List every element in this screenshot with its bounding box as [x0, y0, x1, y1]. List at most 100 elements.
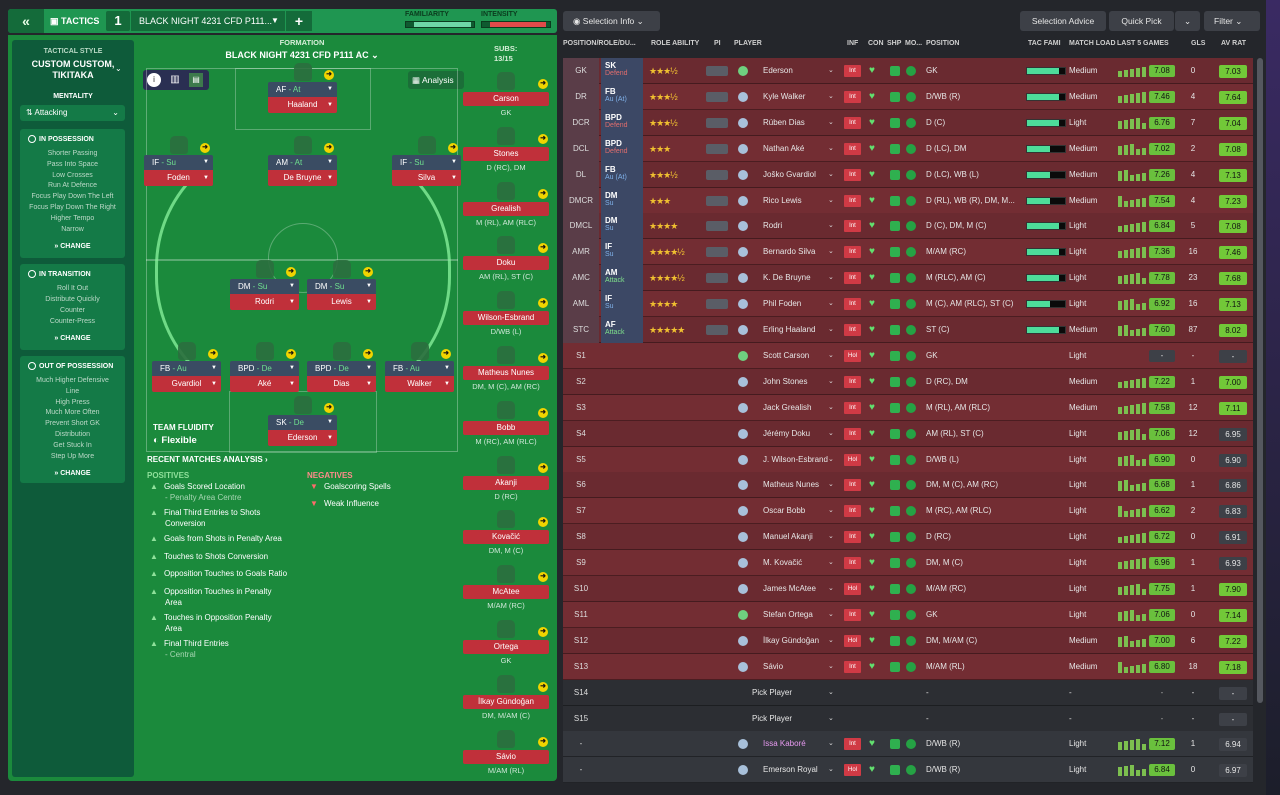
player-name[interactable]: James McAtee	[763, 584, 816, 593]
column-header[interactable]: TAC FAMI	[1028, 40, 1061, 47]
player-name[interactable]: Jack Grealish	[763, 402, 812, 412]
player-name[interactable]: M. Kovačić	[763, 558, 803, 568]
chevron-down-icon[interactable]: ⌄	[828, 248, 834, 256]
familiarity-bar[interactable]	[405, 21, 475, 28]
mentality-select[interactable]: ⇅ Attacking ⌄	[20, 105, 125, 121]
player-name[interactable]: J. Wilson-Esbrand	[763, 454, 828, 464]
arrow-icon[interactable]: ➜	[208, 349, 218, 359]
player-name[interactable]: Aké ▼	[230, 376, 299, 392]
info-badge[interactable]: Int	[844, 272, 861, 285]
info-badge[interactable]: Hol	[844, 583, 861, 595]
arrow-icon[interactable]: ➜	[448, 143, 458, 153]
table-row[interactable]: DR FB Au (At) ★★★½ Kyle Walker ⌄ Int ♥ 7.46 D/WB …	[563, 83, 1253, 110]
info-badge[interactable]: Int	[844, 375, 861, 388]
arrow-icon[interactable]: ➜	[538, 736, 548, 747]
chevron-down-icon[interactable]: ⌄	[828, 481, 834, 489]
sub-player-name[interactable]: İlkay Gündoğan	[463, 694, 549, 709]
selection-advice-button[interactable]: Selection Advice	[1020, 11, 1106, 31]
arrow-icon[interactable]: ➜	[538, 188, 548, 199]
column-header[interactable]: PI	[714, 40, 721, 47]
table-row[interactable]: S2 John Stones ⌄ Int ♥ 7.22 D (RC), DM Medium 1 7…	[563, 368, 1253, 395]
role-box[interactable]: AM Attack	[601, 265, 643, 292]
info-badge[interactable]: Int	[844, 116, 861, 129]
table-row[interactable]: S13 Sávio ⌄ Int ♥ 6.80 M/AM (RL) Medium 18 7.18	[563, 653, 1253, 680]
role-box[interactable]: DM Su	[601, 187, 643, 214]
arrow-icon[interactable]: ➜	[538, 572, 548, 583]
chevron-down-icon[interactable]: ⌄	[828, 455, 834, 463]
team-fluidity-value[interactable]: ◐ Flexible	[153, 435, 197, 446]
table-row[interactable]: S5 J. Wilson-Esbrand ⌄ Hol ♥ 6.90 D/WB (L) Ligh…	[563, 446, 1253, 473]
chevron-down-icon[interactable]: ⌄	[828, 274, 834, 282]
table-row[interactable]: S10 James McAtee ⌄ Hol ♥ 7.75 M/AM (RC) Light 1 7…	[563, 576, 1253, 602]
player-tag[interactable]: SK - De ▼ Ederson ▼	[268, 415, 337, 446]
selection-info-select[interactable]: ◉ Selection Info ⌄	[563, 11, 660, 31]
table-row[interactable]: S15 Pick Player ⌄ - - - - -	[563, 705, 1253, 732]
info-badge[interactable]: Int	[844, 168, 861, 181]
role-box[interactable]: BPD Defend	[601, 109, 643, 136]
table-row[interactable]: DCL BPD Defend ★★★ Nathan Aké ⌄ Int ♥ 7.02 D (LC)…	[563, 135, 1253, 162]
player-name[interactable]: Emerson Royal	[763, 765, 818, 775]
arrow-icon[interactable]: ➜	[324, 403, 334, 413]
info-badge[interactable]: Hol	[844, 349, 861, 362]
column-header[interactable]: ROLE ABILITY	[651, 40, 700, 47]
player-instructions-icon[interactable]	[706, 117, 728, 128]
arrow-icon[interactable]: ➜	[538, 407, 548, 418]
arrow-icon[interactable]: ➜	[538, 627, 548, 637]
chevron-down-icon[interactable]: ⌄	[828, 196, 834, 204]
info-badge[interactable]: Int	[844, 65, 861, 77]
chevron-down-icon[interactable]: ⌄	[828, 326, 834, 333]
player-instructions-icon[interactable]	[706, 247, 728, 258]
info-badge[interactable]: Int	[844, 505, 861, 518]
info-badge[interactable]: Int	[844, 246, 861, 259]
player-name[interactable]: Gvardiol ▼	[152, 376, 221, 392]
chevron-down-icon[interactable]: ⌄	[828, 507, 834, 515]
table-row[interactable]: S3 Jack Grealish ⌄ Int ♥ 7.58 M (RL), AM (RLC)…	[563, 394, 1253, 421]
player-name[interactable]: Dias ▼	[307, 376, 376, 392]
player-name[interactable]: Oscar Bobb	[763, 506, 806, 516]
player-tag[interactable]: IF - Su ▼ Foden ▼	[144, 155, 213, 186]
sub-player-name[interactable]: Akanji	[463, 475, 549, 490]
player-name[interactable]: John Stones	[763, 376, 808, 386]
info-badge[interactable]: Int	[844, 660, 861, 673]
player-name[interactable]: İlkay Gündoğan	[763, 635, 820, 645]
info-badge[interactable]: Int	[844, 557, 861, 570]
arrow-icon[interactable]: ➜	[538, 133, 548, 144]
player-tag[interactable]: DM - Su ▼ Rodri ▼	[230, 279, 299, 310]
player-name[interactable]: Kyle Walker	[763, 91, 806, 101]
table-row[interactable]: STC AF Attack ★★★★★ Erling Haaland ⌄ Int ♥ 7.60 S…	[563, 317, 1253, 343]
chevron-down-icon[interactable]: ⌄	[828, 714, 834, 722]
chevron-down-icon[interactable]: ⌄	[828, 144, 834, 152]
back-button[interactable]: «	[8, 9, 44, 33]
column-header[interactable]: POSITION/ROLE/DU...	[563, 40, 636, 47]
role-box[interactable]: FB Au (At)	[601, 161, 643, 188]
sub-player-name[interactable]: Grealish	[463, 201, 549, 216]
player-tag[interactable]: FB - Au ▼ Gvardiol ▼	[152, 361, 221, 392]
column-header[interactable]: MATCH LOAD	[1069, 40, 1116, 47]
column-header[interactable]: SHP	[887, 40, 902, 47]
table-row[interactable]: - Issa Kaboré ⌄ Int ♥ 7.12 D/WB (R) Light 1 6.94	[563, 731, 1253, 758]
arrow-icon[interactable]: ➜	[538, 79, 548, 89]
player-name[interactable]: Walker ▼	[385, 376, 454, 392]
info-badge[interactable]: Int	[844, 298, 861, 311]
player-name[interactable]: K. De Bruyne	[763, 273, 811, 283]
player-name[interactable]: Rodri ▼	[230, 294, 299, 310]
role-box[interactable]: IF Su	[601, 239, 643, 266]
info-badge[interactable]: Int	[844, 608, 861, 621]
player-name[interactable]: Scott Carson	[763, 350, 810, 360]
chevron-down-icon[interactable]: ⌄	[828, 585, 834, 592]
tactical-style-name-2[interactable]: TIKITAKA	[52, 70, 94, 80]
role-duty[interactable]: IF - Su ▼	[392, 155, 461, 170]
player-instructions-icon[interactable]	[706, 299, 728, 310]
sub-player-name[interactable]: Ortega	[463, 640, 549, 654]
info-badge[interactable]: Int	[844, 194, 861, 207]
info-badge[interactable]: Int	[844, 531, 861, 544]
chevron-down-icon[interactable]: ⌄	[828, 403, 834, 411]
player-instructions-icon[interactable]	[706, 91, 728, 102]
sub-player-name[interactable]: Stones	[463, 146, 549, 161]
role-duty[interactable]: BPD - De ▼	[230, 361, 299, 376]
info-badge[interactable]: Hol	[844, 453, 861, 466]
analysis-button[interactable]: ▦ Analysis	[408, 71, 464, 89]
player-name[interactable]: Ederson ▼	[268, 430, 337, 446]
table-row[interactable]: AMC AM Attack ★★★★½ K. De Bruyne ⌄ Int ♥ 7.78 M (…	[563, 265, 1253, 292]
player-name[interactable]: Issa Kaboré	[763, 739, 806, 749]
